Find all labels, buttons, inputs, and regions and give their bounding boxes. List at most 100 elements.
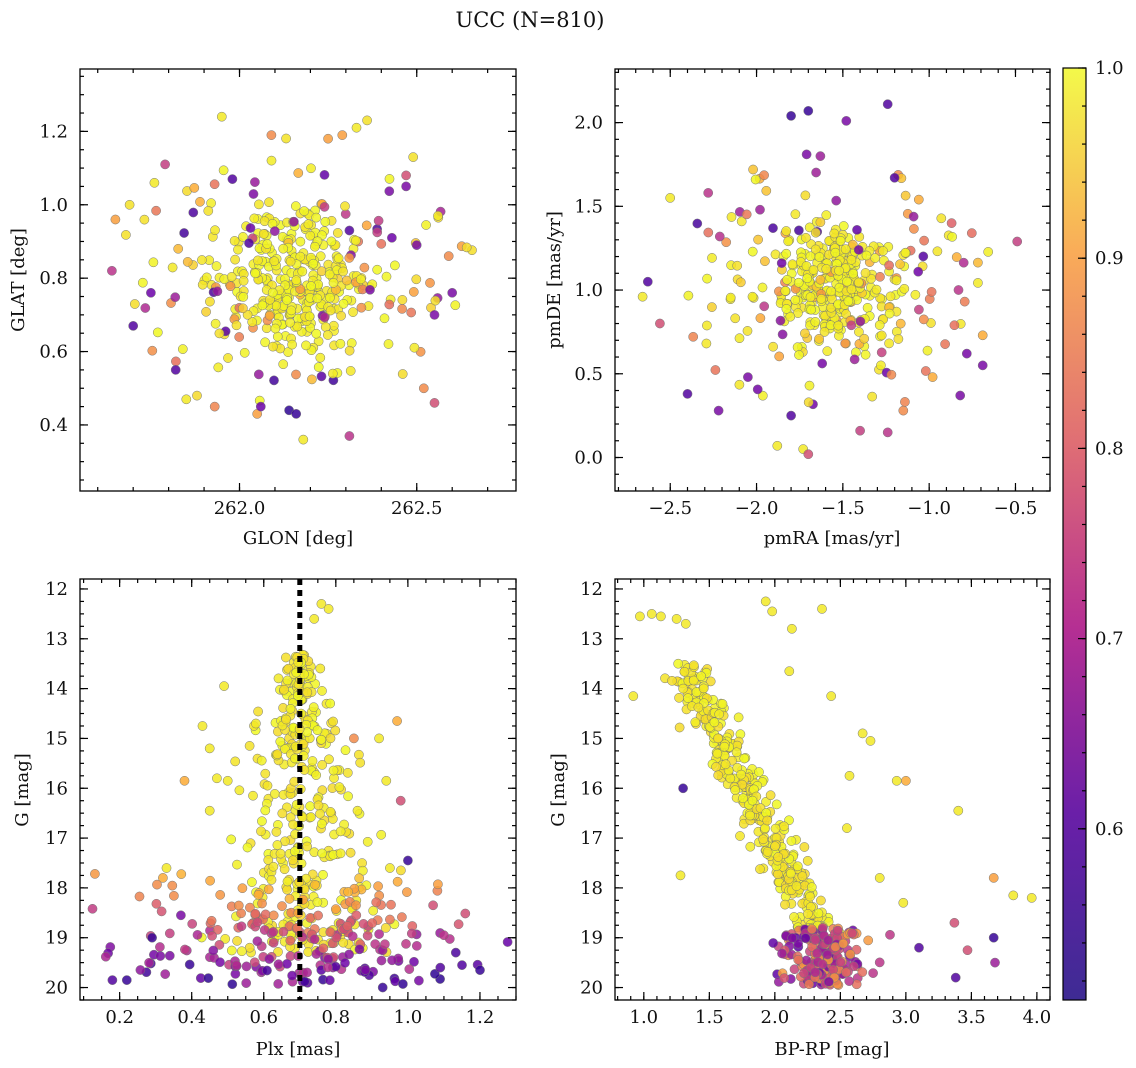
scatter-point <box>302 967 312 978</box>
scatter-point <box>852 225 862 235</box>
xtick-label: 4.0 <box>1023 1007 1052 1028</box>
scatter-point <box>215 957 225 968</box>
scatter-point <box>675 870 686 881</box>
scatter-point <box>267 287 278 298</box>
scatter-point <box>259 925 270 935</box>
scatter-point <box>782 274 792 285</box>
scatter-point <box>857 728 868 739</box>
scatter-point <box>900 397 910 407</box>
scatter-point <box>205 875 215 886</box>
scatter-point <box>390 260 400 271</box>
scatter-point <box>758 834 769 845</box>
scatter-point <box>297 266 308 277</box>
scatter-point <box>736 769 746 780</box>
scatter-point <box>384 186 395 197</box>
scatter-point <box>899 283 910 294</box>
panel-pmra-pmde: pmRA [mas/yr] pmDE [mas/yr] −2.5 −2.0 −1.5… <box>544 68 1051 549</box>
scatter-point <box>807 924 817 934</box>
scatter-point <box>823 976 834 987</box>
scatter-point <box>338 298 349 309</box>
scatter-point <box>269 256 280 267</box>
scatter-point <box>291 409 302 419</box>
scatter-point <box>197 255 207 265</box>
scatter-point <box>305 230 316 241</box>
scatter-point <box>318 943 329 954</box>
scatter-point <box>238 276 249 286</box>
scatter-point <box>306 281 316 291</box>
scatter-point <box>270 323 281 334</box>
xtick-label: 262.5 <box>391 498 443 519</box>
scatter-point <box>966 228 977 238</box>
scatter-point <box>844 770 855 781</box>
scatter-point <box>860 268 871 278</box>
scatter-point <box>908 211 919 222</box>
xtick-label: −1.5 <box>821 498 865 519</box>
ytick-label: 18 <box>45 878 68 899</box>
scatter-point <box>429 398 440 408</box>
scatter-point <box>231 320 242 331</box>
scatter-point <box>269 226 280 236</box>
scatter-point <box>736 216 747 227</box>
scatter-point <box>794 225 804 236</box>
scatter-point <box>815 274 826 285</box>
ytick-label: 16 <box>45 778 68 799</box>
scatter-point <box>830 247 841 258</box>
scatter-point <box>151 205 161 216</box>
scatter-point <box>293 168 304 178</box>
scatter-point <box>780 286 791 296</box>
scatter-point <box>741 209 752 220</box>
scatter-point <box>730 313 741 324</box>
scatter-point <box>328 320 339 331</box>
scatter-point <box>229 236 240 246</box>
scatter-point <box>387 955 397 966</box>
scatter-point <box>709 717 720 728</box>
scatter-point <box>988 873 999 883</box>
scatter-point <box>757 390 768 401</box>
scatter-point <box>372 264 383 275</box>
scatter-point <box>713 733 723 744</box>
scatter-point <box>793 277 804 288</box>
scatter-point <box>811 167 821 178</box>
scatter-point <box>325 733 336 744</box>
scatter-point <box>674 692 684 703</box>
scatter-point <box>355 757 366 768</box>
scatter-point <box>712 748 723 759</box>
scatter-point <box>770 249 781 260</box>
scatter-point <box>797 871 808 882</box>
scatter-point <box>192 930 203 940</box>
scatter-point <box>814 252 825 262</box>
scatter-point <box>748 164 758 175</box>
scatter-point <box>862 302 873 313</box>
scatter-point <box>821 264 832 274</box>
scatter-point <box>656 611 666 622</box>
ytick-label: 2.0 <box>574 113 603 134</box>
scatter-point <box>726 212 737 222</box>
scatter-point <box>414 975 424 986</box>
points-glon-glat <box>107 111 477 445</box>
scatter-point <box>381 775 392 786</box>
scatter-point <box>713 405 724 416</box>
scatter-point <box>770 841 780 852</box>
xtick-label: 0.4 <box>177 1007 206 1028</box>
scatter-point <box>249 957 260 968</box>
scatter-point <box>152 327 163 338</box>
xlabel-plx: Plx [mas] <box>256 1039 341 1060</box>
ytick-label: 13 <box>580 629 603 650</box>
ylabel-glat: GLAT [deg] <box>8 228 29 332</box>
scatter-point <box>283 347 293 357</box>
scatter-point <box>813 908 824 919</box>
scatter-point <box>268 927 279 937</box>
scatter-point <box>289 216 299 227</box>
scatter-point <box>234 785 245 796</box>
colorbar-gradient <box>1062 67 1087 1001</box>
scatter-point <box>354 749 364 760</box>
scatter-point <box>750 174 761 185</box>
scatter-point <box>909 224 919 234</box>
scatter-point <box>753 234 763 245</box>
scatter-point <box>335 338 346 349</box>
scatter-point <box>810 935 821 945</box>
xtick-label: 1.5 <box>695 1007 724 1028</box>
scatter-point <box>385 914 395 925</box>
scatter-point <box>316 734 327 745</box>
scatter-point <box>272 749 283 760</box>
